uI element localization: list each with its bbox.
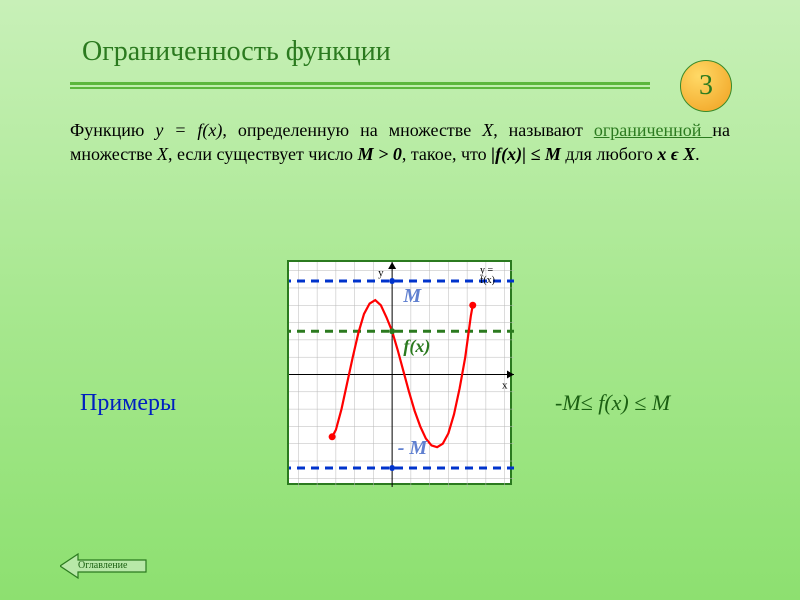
toc-label: Оглавление xyxy=(78,560,127,571)
slide-number-badge: 3 xyxy=(680,60,732,112)
svg-text:f(x): f(x) xyxy=(403,336,430,357)
svg-text:y: y xyxy=(378,267,384,279)
toc-button[interactable]: Оглавление xyxy=(60,552,150,580)
page-title: Ограниченность функции xyxy=(82,36,391,68)
svg-text:f(x): f(x) xyxy=(480,275,495,286)
bounded-function-chart: Mf(x)- Myxy =f(x) xyxy=(287,260,512,485)
definition-text: Функцию y = f(x), определенную на множес… xyxy=(70,118,730,167)
title-rule-1 xyxy=(70,82,650,85)
chart-svg: Mf(x)- Myxy =f(x) xyxy=(289,262,514,487)
svg-text:M: M xyxy=(402,285,422,307)
inequality-label: -M≤ f(x) ≤ M xyxy=(555,390,670,416)
svg-text:- M: - M xyxy=(398,437,429,459)
title-rule-2 xyxy=(70,87,650,89)
examples-label: Примеры xyxy=(80,390,176,417)
svg-text:x: x xyxy=(502,380,508,392)
